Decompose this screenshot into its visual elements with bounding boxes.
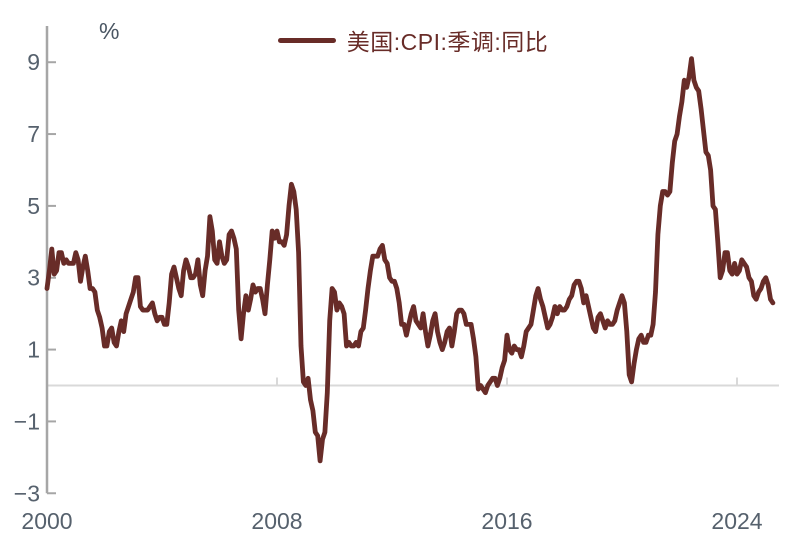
- x-tick-label: 2008: [251, 508, 302, 534]
- y-tick-label: 7: [27, 121, 40, 147]
- y-tick-label: 3: [27, 265, 40, 291]
- y-axis-group: [45, 26, 56, 495]
- y-axis-unit-label: %: [99, 18, 120, 44]
- y-tick-label: 1: [27, 337, 40, 363]
- cpi-line-series: [44, 56, 776, 464]
- legend: 美国:CPI:季调:同比: [47, 26, 779, 55]
- y-tick-label: −1: [14, 408, 40, 434]
- zero-gridline-group: [47, 377, 779, 387]
- x-tick-label: 2024: [711, 508, 762, 534]
- legend-series-label: 美国:CPI:季调:同比: [346, 29, 549, 55]
- legend-line-swatch: [277, 37, 336, 43]
- y-tick-label: 5: [27, 193, 40, 219]
- x-tick-label: 2000: [21, 508, 72, 534]
- cpi-line-path: [44, 56, 776, 464]
- y-tick-label: 9: [27, 49, 40, 75]
- y-tick-label: −3: [14, 480, 40, 506]
- x-tick-label: 2016: [481, 508, 532, 534]
